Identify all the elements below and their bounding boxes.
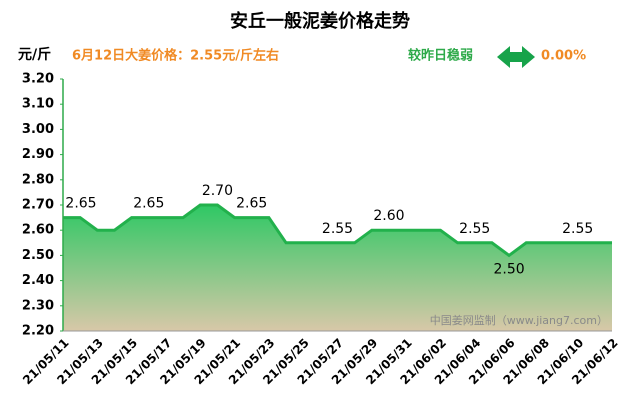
y-tick-label: 3.10: [22, 97, 54, 112]
chart-title: 安丘一般泥姜价格走势: [230, 10, 410, 32]
data-label: 2.55: [322, 221, 353, 237]
y-tick-label: 2.60: [22, 223, 54, 238]
data-label: 2.55: [459, 221, 490, 237]
y-tick-label: 2.70: [22, 198, 54, 213]
data-label: 2.65: [236, 196, 267, 212]
y-tick-label: 2.40: [22, 273, 54, 288]
y-tick-label: 2.80: [22, 172, 54, 187]
line: [63, 203, 612, 258]
area-fill: [63, 205, 612, 331]
y-tick-label: 2.50: [22, 248, 54, 263]
plot: 2.20 2.30 2.40 2.50 2.60 2.70 2.80 2.90 3.00 3.10…: [20, 72, 621, 388]
data-label: 2.55: [562, 221, 593, 237]
data-label: 2.65: [133, 196, 164, 212]
y-tick-label: 2.30: [22, 298, 54, 313]
y-tick-label: 2.90: [22, 147, 54, 162]
data-label: 2.60: [373, 208, 404, 224]
data-label: 2.70: [202, 183, 233, 199]
change-text: 0.00%: [541, 49, 586, 64]
subtitle: 6月12日大姜价格：2.55元/斤左右: [72, 48, 279, 64]
watermark: 中国姜网监制（www.jiang7.com）: [430, 313, 608, 327]
data-label: 2.50: [493, 261, 524, 277]
y-tick-label: 2.20: [22, 324, 54, 339]
data-label: 2.65: [65, 196, 96, 212]
trend-arrow: [497, 46, 535, 68]
y-axis-label: 元/斤: [18, 46, 51, 63]
trend-text: 较昨日稳弱: [408, 48, 473, 64]
y-tick-label: 3.00: [22, 122, 54, 137]
y-tick-label: 3.20: [22, 72, 54, 87]
